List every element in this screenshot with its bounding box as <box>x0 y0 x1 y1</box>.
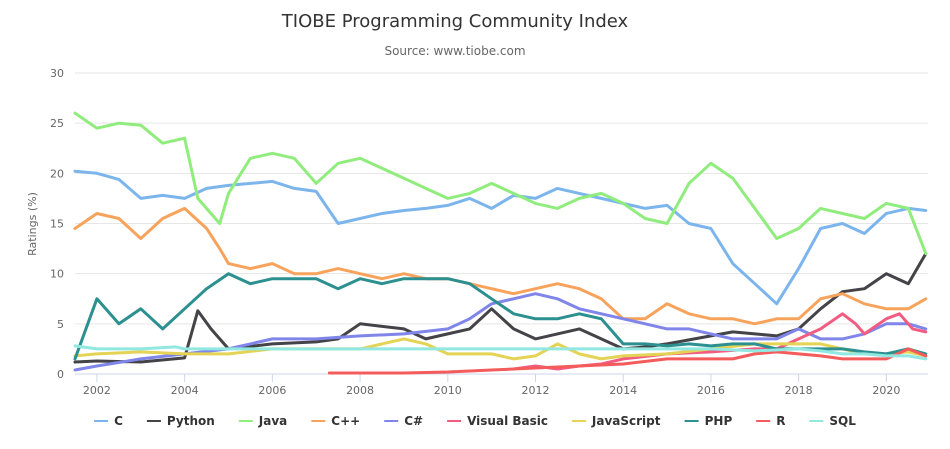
y-axis-ticks: 0 5 10 15 20 25 30 <box>50 67 64 381</box>
legend-label: Java <box>258 414 287 428</box>
legend-label: JavaScript <box>591 414 661 428</box>
x-tick-label: 2008 <box>346 384 374 397</box>
legend-item-sql[interactable]: SQL <box>809 414 856 428</box>
legend-label: PHP <box>705 414 733 428</box>
legend-label: C <box>114 414 123 428</box>
x-tick-label: 2018 <box>785 384 813 397</box>
x-tick-label: 2012 <box>521 384 549 397</box>
legend-item-r[interactable]: R <box>756 414 785 428</box>
x-tick-label: 2020 <box>872 384 900 397</box>
legend-item-c-[interactable]: C# <box>384 414 423 428</box>
series-line-java[interactable] <box>73 111 928 256</box>
y-tick-label: 10 <box>50 268 64 281</box>
y-tick-label: 5 <box>57 318 64 331</box>
legend-label: SQL <box>829 414 856 428</box>
x-tick-label: 2002 <box>83 384 111 397</box>
legend-item-java[interactable]: Java <box>238 414 287 428</box>
series-line-sql[interactable] <box>73 344 928 361</box>
y-axis-title: Ratings (%) <box>26 192 39 256</box>
legend-item-visual-basic[interactable]: Visual Basic <box>447 414 548 428</box>
series-lines <box>73 111 928 375</box>
series-line-c[interactable] <box>73 169 928 306</box>
legend-item-javascript[interactable]: JavaScript <box>571 414 661 428</box>
chart-subtitle: Source: www.tiobe.com <box>384 44 525 58</box>
series-line-c-[interactable] <box>73 206 928 326</box>
legend-item-python[interactable]: Python <box>146 414 215 428</box>
series-line-visual-basic[interactable] <box>512 312 928 371</box>
legend-item-c-[interactable]: C++ <box>311 414 360 428</box>
y-tick-label: 30 <box>50 67 64 80</box>
y-tick-label: 0 <box>57 368 64 381</box>
legend-label: C++ <box>331 414 360 428</box>
legend-label: R <box>776 414 785 428</box>
x-axis-ticks: 2002 2004 2006 2008 2010 2012 2014 2016 2018 2020 <box>75 373 928 397</box>
y-tick-label: 25 <box>50 117 64 130</box>
x-tick-label: 2014 <box>609 384 637 397</box>
legend-item-c[interactable]: C <box>94 414 123 428</box>
y-tick-label: 15 <box>50 218 64 231</box>
x-tick-label: 2006 <box>258 384 286 397</box>
x-tick-label: 2004 <box>171 384 199 397</box>
legend-label: Python <box>167 414 215 428</box>
x-tick-label: 2010 <box>434 384 462 397</box>
chart-title: TIOBE Programming Community Index <box>281 11 629 32</box>
series-line-r[interactable] <box>327 347 928 375</box>
series-line-javascript[interactable] <box>73 337 928 361</box>
series-line-c-[interactable] <box>73 292 928 372</box>
legend-label: C# <box>404 414 423 428</box>
series-line-python[interactable] <box>73 252 928 364</box>
gridlines <box>75 72 928 375</box>
legend-label: Visual Basic <box>467 414 548 428</box>
legend: C Python Java C++ C# Visual Basic JavaScript PH… <box>94 414 856 428</box>
y-tick-label: 20 <box>50 167 64 180</box>
x-tick-label: 2016 <box>697 384 725 397</box>
legend-item-php[interactable]: PHP <box>684 414 733 428</box>
